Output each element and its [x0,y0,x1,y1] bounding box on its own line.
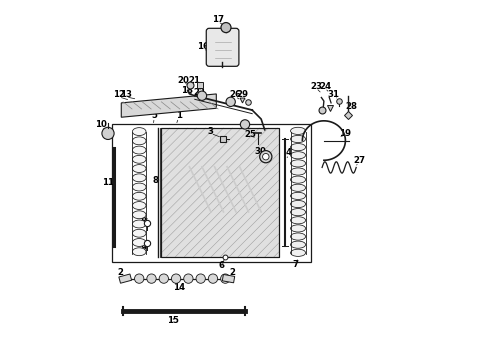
Ellipse shape [132,248,146,256]
Ellipse shape [132,156,146,163]
Circle shape [172,274,181,283]
Ellipse shape [132,202,146,210]
Text: 15: 15 [168,316,179,325]
Text: 11: 11 [102,178,114,187]
Text: 26: 26 [229,90,241,99]
Ellipse shape [291,176,306,183]
Text: 20: 20 [177,76,189,85]
Text: 2: 2 [229,268,236,277]
Circle shape [147,274,156,283]
Ellipse shape [291,192,306,199]
Text: 14: 14 [172,283,185,292]
Ellipse shape [132,211,146,219]
Text: 1: 1 [175,111,182,120]
Ellipse shape [291,135,306,143]
Ellipse shape [291,241,306,248]
Ellipse shape [291,249,306,256]
Text: 10: 10 [95,120,107,129]
Ellipse shape [132,183,146,191]
Text: 30: 30 [254,147,266,156]
Text: 28: 28 [346,102,358,111]
Circle shape [240,120,250,129]
Text: 24: 24 [319,82,331,91]
Text: 25: 25 [244,130,256,139]
Bar [161,128,279,257]
FancyBboxPatch shape [206,28,239,66]
Circle shape [197,91,207,100]
Ellipse shape [291,208,306,216]
Text: 9: 9 [140,243,146,252]
Circle shape [263,153,269,160]
Text: 19: 19 [340,129,351,138]
Circle shape [135,274,144,283]
Circle shape [196,274,205,283]
Bar [112,125,311,262]
Text: 21: 21 [188,76,200,85]
Text: 5: 5 [151,111,157,120]
Text: 31: 31 [328,90,340,99]
Text: 29: 29 [236,90,248,99]
Text: 12: 12 [113,90,125,99]
Ellipse shape [291,233,306,240]
Ellipse shape [291,184,306,192]
Circle shape [208,274,218,283]
Text: 17: 17 [212,15,224,24]
Polygon shape [122,94,216,117]
Text: 6: 6 [140,214,146,223]
Text: 27: 27 [353,156,365,165]
Ellipse shape [132,128,146,135]
Ellipse shape [291,225,306,232]
Text: 6: 6 [219,261,225,270]
Text: 23: 23 [310,82,322,91]
Ellipse shape [132,229,146,237]
Text: 22: 22 [193,87,205,96]
Bar [161,128,279,257]
Circle shape [226,97,235,107]
Ellipse shape [132,192,146,200]
Text: 16: 16 [196,42,209,51]
Ellipse shape [291,152,306,159]
Bar [119,274,132,283]
Ellipse shape [132,239,146,247]
Ellipse shape [291,127,306,134]
Ellipse shape [132,220,146,228]
Ellipse shape [132,165,146,172]
Text: 18: 18 [180,86,193,95]
Text: 3: 3 [208,127,214,136]
Ellipse shape [132,146,146,154]
Bar [222,274,235,283]
Text: 4: 4 [285,148,292,157]
Ellipse shape [291,168,306,175]
Ellipse shape [291,144,306,151]
Circle shape [260,150,272,163]
Text: 2: 2 [117,268,123,277]
Circle shape [184,274,193,283]
Circle shape [102,127,114,139]
Ellipse shape [132,174,146,182]
Circle shape [221,23,231,33]
Ellipse shape [291,217,306,224]
Text: 8: 8 [153,176,159,185]
Ellipse shape [132,137,146,145]
Text: 13: 13 [120,90,132,99]
Circle shape [159,274,169,283]
Ellipse shape [291,201,306,208]
Text: 7: 7 [292,260,298,269]
Circle shape [220,274,230,283]
Ellipse shape [291,160,306,167]
